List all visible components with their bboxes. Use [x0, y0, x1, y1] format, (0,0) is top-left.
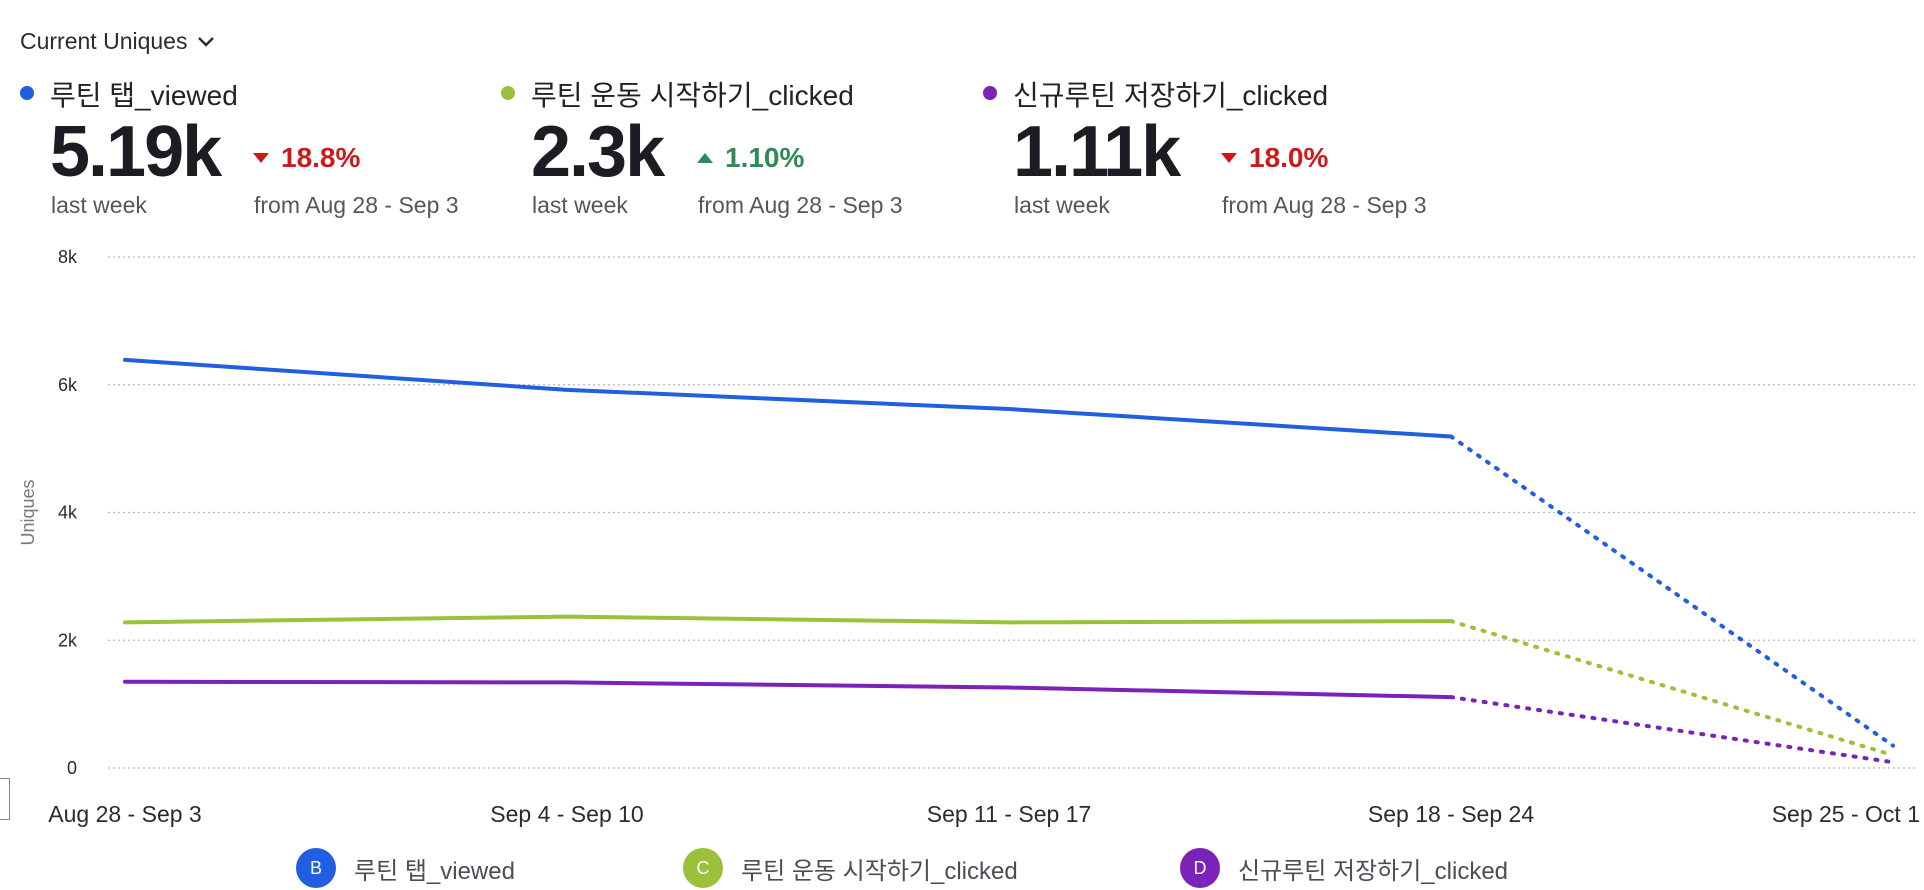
series-line	[123, 679, 1453, 700]
y-axis-label: Uniques	[18, 479, 38, 545]
collapsed-panel-handle[interactable]	[0, 778, 10, 820]
y-tick-label: 2k	[58, 630, 78, 650]
x-tick-label: Sep 4 - Sep 10	[490, 801, 643, 827]
legend-item-d[interactable]: D 신규루틴 저장하기_clicked	[1180, 848, 1508, 888]
kpi-compare: from Aug 28 - Sep 3	[1222, 192, 1427, 218]
x-tick-label: Sep 11 - Sep 17	[927, 801, 1092, 827]
kpi-caption: last week	[1014, 192, 1110, 218]
y-tick-label: 4k	[58, 503, 78, 523]
x-tick-label: Aug 28 - Sep 3	[48, 801, 201, 827]
triangle-down-icon	[1221, 153, 1237, 163]
series-line	[123, 357, 1453, 439]
y-tick-label: 0	[67, 758, 77, 778]
legend-label: 루틴 운동 시작하기_clicked	[741, 857, 1018, 885]
kpi-card-routine-start-clicked: 루틴 운동 시작하기_clicked 2.3k last week 1.10% …	[501, 72, 941, 222]
kpi-card-routine-tab-viewed: 루틴 탭_viewed 5.19k last week 18.8% from A…	[20, 72, 460, 222]
kpi-change-value: 18.8%	[281, 142, 361, 173]
kpi-change-value: 18.0%	[1249, 142, 1329, 173]
kpi-change: 18.0%	[1221, 142, 1328, 174]
kpi-name: 루틴 운동 시작하기_clicked	[531, 80, 854, 111]
legend-badge: C	[683, 848, 723, 888]
series-dot	[501, 86, 515, 100]
kpi-name: 신규루틴 저장하기_clicked	[1013, 80, 1329, 111]
chevron-down-icon	[198, 36, 215, 47]
metric-dropdown-label: Current Uniques	[20, 28, 188, 54]
legend-label: 신규루틴 저장하기_clicked	[1238, 857, 1509, 885]
metric-dropdown[interactable]: Current Uniques	[20, 28, 215, 55]
series-dot	[983, 86, 997, 100]
kpi-value: 2.3k	[531, 112, 665, 192]
kpi-caption: last week	[532, 192, 628, 218]
legend-item-c[interactable]: C 루틴 운동 시작하기_clicked	[683, 848, 1018, 888]
series-incomplete-line	[1449, 619, 1895, 758]
series-dot	[20, 86, 34, 100]
kpi-caption: last week	[51, 192, 147, 218]
kpi-change: 1.10%	[697, 142, 804, 174]
triangle-up-icon	[697, 153, 713, 163]
y-tick-label: 8k	[58, 247, 78, 267]
kpi-compare: from Aug 28 - Sep 3	[254, 192, 459, 218]
legend-badge: B	[296, 848, 336, 888]
kpi-name: 루틴 탭_viewed	[50, 80, 238, 111]
x-tick-label: Sep 18 - Sep 24	[1368, 801, 1534, 827]
series-incomplete-line	[1449, 434, 1895, 748]
kpi-value: 1.11k	[1013, 112, 1181, 192]
kpi-compare: from Aug 28 - Sep 3	[698, 192, 903, 218]
legend-label: 루틴 탭_viewed	[354, 857, 515, 885]
kpi-value: 5.19k	[50, 112, 222, 192]
kpi-change-value: 1.10%	[725, 142, 805, 173]
kpi-change: 18.8%	[253, 142, 360, 174]
kpi-card-new-routine-save-clicked: 신규루틴 저장하기_clicked 1.11k last week 18.0% …	[983, 72, 1427, 222]
series-line	[123, 614, 1453, 625]
triangle-down-icon	[253, 153, 269, 163]
y-tick-label: 6k	[58, 375, 78, 395]
x-tick-label: Sep 25 - Oct 1	[1772, 801, 1920, 827]
legend-badge: D	[1180, 848, 1220, 888]
legend-item-b[interactable]: B 루틴 탭_viewed	[296, 848, 515, 888]
series-incomplete-line	[1449, 695, 1895, 765]
